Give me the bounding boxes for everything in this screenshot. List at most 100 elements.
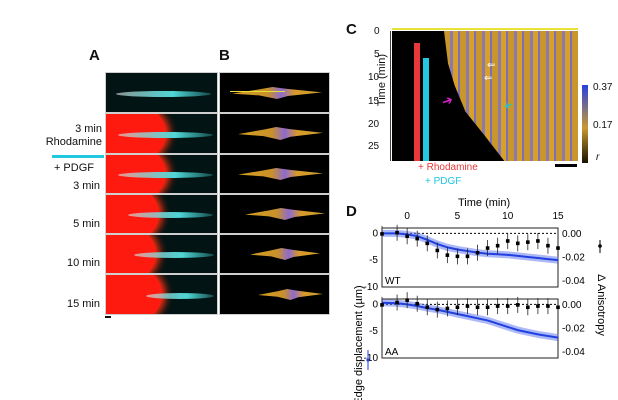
panel-a-frame-5 [105, 234, 218, 274]
d-ytick-right: 0.00 [562, 300, 582, 311]
panel-b-letter: B [219, 47, 230, 64]
panel-b-frame-1 [219, 72, 330, 113]
panel-a-frame-3 [105, 154, 218, 194]
d-ytick-left: -5 [369, 326, 378, 337]
c-ytick: 0 [374, 26, 380, 37]
anisotropy-point [380, 232, 384, 236]
c-ytick: 5 [374, 49, 380, 60]
pdgf-bar [52, 155, 104, 158]
anisotropy-point [415, 236, 419, 241]
white-arrow-1: ⇐ [487, 60, 496, 71]
anisotropy-point [495, 304, 500, 308]
anisotropy-point [435, 248, 440, 253]
legend-blue-marker [366, 350, 370, 370]
anisotropy-point [485, 246, 490, 250]
d-xtick-label: 0 [404, 211, 410, 222]
anisotropy-point [445, 253, 450, 257]
c-ytick: 25 [368, 141, 380, 152]
panel-b-frame-5 [219, 234, 330, 274]
anisotropy-point [425, 241, 430, 246]
kymograph: ⇐ ⇐ ➔ ➔ [392, 31, 578, 161]
scale-bar-c [555, 164, 577, 167]
yellow-line [392, 28, 578, 30]
panel-b-frame-3 [219, 154, 330, 194]
scale-bar-a [105, 316, 111, 318]
anisotropy-point [455, 305, 460, 310]
anisotropy-point [515, 303, 520, 307]
panel-a-frame-2 [105, 113, 218, 154]
anisotropy-point [495, 243, 500, 248]
pdgf-indicator-bar [423, 58, 429, 161]
d-subplot-label: AA [385, 347, 399, 358]
d-xtick-label: 5 [455, 211, 461, 222]
anisotropy-point [536, 239, 540, 243]
label-rhod: Rhodamine [45, 136, 102, 148]
panel-a-frame-6 [105, 274, 218, 315]
anisotropy-point [395, 300, 399, 305]
d-xtick-label: 10 [502, 211, 514, 222]
panel-d-letter: D [346, 203, 357, 220]
kymograph-signal [444, 31, 578, 161]
magenta-arrow: ➔ [439, 91, 455, 110]
anisotropy-point [415, 301, 419, 306]
c-rhodamine-label: + Rhodamine [418, 162, 478, 173]
panel-a-frame-4 [105, 194, 218, 234]
anisotropy-point [546, 304, 550, 308]
anisotropy-point [515, 241, 520, 246]
anisotropy-point [505, 304, 510, 308]
c-y-axis [390, 31, 391, 161]
anisotropy-point [556, 246, 560, 250]
panel-b-frame-2 [219, 113, 330, 154]
anisotropy-point [556, 305, 560, 310]
panel-a-frame-1 [105, 72, 218, 113]
anisotropy-point [405, 298, 409, 302]
edge-displacement-line [381, 301, 559, 339]
label-rhod-time: 3 min [75, 123, 102, 135]
anisotropy-point [445, 306, 450, 311]
white-arrow-2: ⇐ [484, 73, 493, 84]
d-subplot-label: WT [385, 276, 401, 287]
anisotropy-point [425, 305, 430, 310]
label-pdgf: + PDGF [53, 162, 94, 174]
label-10min: 10 min [66, 257, 100, 269]
panel-b-frame-4 [219, 194, 330, 234]
anisotropy-point [526, 240, 530, 244]
anisotropy-point [505, 239, 510, 243]
anisotropy-point [485, 305, 490, 310]
panel-b-frame-6 [219, 274, 330, 315]
label-rhodamine: 3 min Rhodamine [40, 123, 102, 149]
d-xtick-label: 15 [552, 211, 564, 222]
anisotropy-point [536, 304, 540, 308]
rhodamine-bar [414, 43, 420, 161]
panel-d-chart: Time (min) 0 5 10 15 0 -5 -10 0.00 -0.02 -0.04 WT… [353, 197, 607, 400]
label-5min: 5 min [73, 218, 100, 230]
d-ytick-right: 0.00 [562, 229, 582, 240]
d-ylabel-right: Δ Anisotropy [595, 274, 607, 336]
c-ytick: 15 [368, 96, 380, 107]
legend-black-marker [598, 240, 602, 253]
d-ytick-right: -0.02 [562, 324, 585, 335]
anisotropy-point [465, 304, 470, 308]
d-ytick-left: -10 [364, 282, 379, 293]
c-ytick: 10 [368, 72, 380, 83]
colorbar [582, 85, 588, 163]
anisotropy-point [405, 234, 409, 239]
colorbar-symbol: r [596, 152, 600, 163]
d-ytick-left: -5 [369, 255, 378, 266]
d-ytick-right: -0.04 [562, 276, 585, 287]
label-15min: 15 min [66, 298, 100, 310]
anisotropy-point [380, 303, 384, 307]
d-ylabel-left: Edge displacement (µm) [353, 285, 365, 400]
c-ytick: 20 [368, 119, 380, 130]
edge-displacement-line [382, 232, 559, 262]
label-3min: 3 min [73, 180, 100, 192]
colorbar-mid: 0.17 [593, 120, 613, 131]
c-pdgf-label: + PDGF [425, 176, 462, 187]
anisotropy-point [475, 305, 480, 310]
anisotropy-point [435, 307, 440, 312]
anisotropy-point [546, 243, 550, 248]
panel-c-letter: C [346, 21, 357, 38]
anisotropy-point [395, 230, 399, 235]
d-ytick-left: 0 [372, 228, 378, 239]
anisotropy-point [465, 254, 470, 259]
